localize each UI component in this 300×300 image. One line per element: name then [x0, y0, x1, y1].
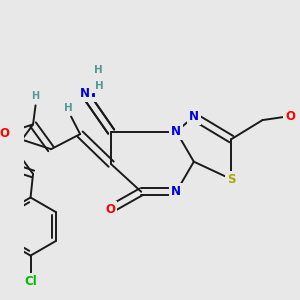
Text: N: N: [86, 87, 96, 100]
Text: N: N: [171, 185, 181, 198]
Text: H: H: [94, 80, 103, 91]
Text: H: H: [32, 91, 40, 101]
Text: O: O: [0, 127, 9, 140]
Text: N: N: [189, 110, 199, 123]
Text: Cl: Cl: [24, 275, 37, 288]
Text: N: N: [171, 125, 181, 138]
Text: S: S: [227, 173, 236, 186]
Text: H: H: [64, 103, 73, 112]
Text: O: O: [285, 110, 295, 123]
Text: H: H: [94, 64, 103, 74]
Text: O: O: [105, 203, 115, 216]
Text: N: N: [80, 86, 90, 100]
